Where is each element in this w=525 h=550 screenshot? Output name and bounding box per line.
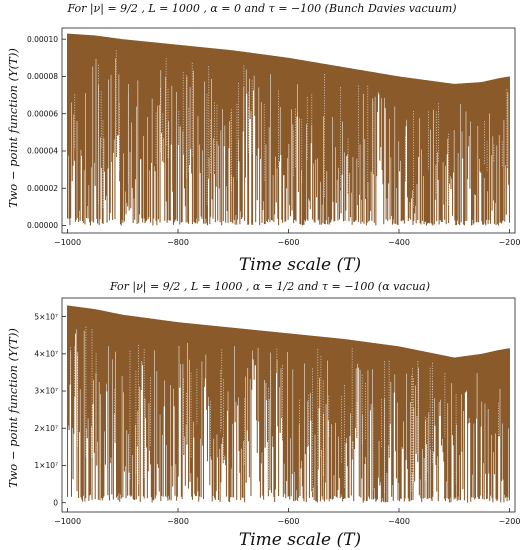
chart-bottom-x-tick-label: −800: [167, 517, 189, 526]
chart-bottom-plot-area: 0 1×10⁷ 2×10⁷ 3×10⁷ 4×10⁷ 5×10⁷ −1000 −800 −600 −…: [34, 297, 520, 526]
chart-bottom-x-tick-label: −400: [388, 517, 410, 526]
chart-top-x-axis-label: Time scale (T): [239, 255, 361, 275]
chart-top-x-tick-label: −800: [167, 238, 189, 247]
chart-bottom-y-tick-label: 1×10⁷: [34, 461, 58, 470]
chart-top-y-tick-label: 0.00008: [27, 72, 58, 81]
chart-bottom-x-tick-label: −600: [278, 517, 300, 526]
chart-bottom-data-series: [66, 305, 511, 503]
chart-bottom-data-gaps: [70, 326, 499, 494]
chart-bottom: For |ν| = 9/2 , L = 1000 , α = 1/2 and τ…: [6, 280, 520, 550]
chart-top-x-tick-label: −1000: [54, 238, 81, 247]
chart-bottom-title: For |ν| = 9/2 , L = 1000 , α = 1/2 and τ…: [109, 280, 430, 294]
chart-top-y-tick-label: 0.00002: [27, 184, 58, 193]
chart-top-y-tick-label: 0.00010: [27, 35, 58, 44]
chart-bottom-x-tick-label: −1000: [54, 517, 81, 526]
chart-top-y-tick-label: 0.00004: [27, 147, 58, 156]
chart-bottom-y-tick-label: 5×10⁷: [34, 312, 58, 321]
chart-top-title: For |ν| = 9/2 , L = 1000 , α = 0 and τ =…: [66, 2, 456, 16]
chart-bottom-x-axis-label: Time scale (T): [239, 530, 361, 550]
chart-bottom-y-tick-label: 3×10⁷: [34, 387, 58, 396]
chart-top-plot-area: 0.00000 0.00002 0.00004 0.00006 0.00008 0.000…: [27, 27, 520, 247]
chart-bottom-y-axis-label: Two − point function (Y(T)): [6, 328, 20, 488]
chart-top: For |ν| = 9/2 , L = 1000 , α = 0 and τ =…: [6, 2, 520, 275]
chart-top-x-tick-label: −200: [498, 238, 520, 247]
chart-top-x-tick-label: −400: [388, 238, 410, 247]
chart-top-x-tick-label: −600: [278, 238, 300, 247]
chart-bottom-y-tick-label: 4×10⁷: [34, 350, 58, 359]
chart-bottom-y-tick-label: 0: [53, 498, 58, 507]
chart-top-data-gaps: [74, 50, 508, 216]
chart-top-y-tick-label: 0.00006: [27, 109, 58, 118]
chart-top-data-series: [66, 33, 511, 226]
chart-top-y-axis-label: Two − point function (Y(T)): [6, 48, 20, 208]
chart-top-y-tick-label: 0.00000: [27, 221, 58, 230]
chart-bottom-y-tick-label: 2×10⁷: [34, 424, 58, 433]
chart-bottom-x-tick-label: −200: [498, 517, 520, 526]
